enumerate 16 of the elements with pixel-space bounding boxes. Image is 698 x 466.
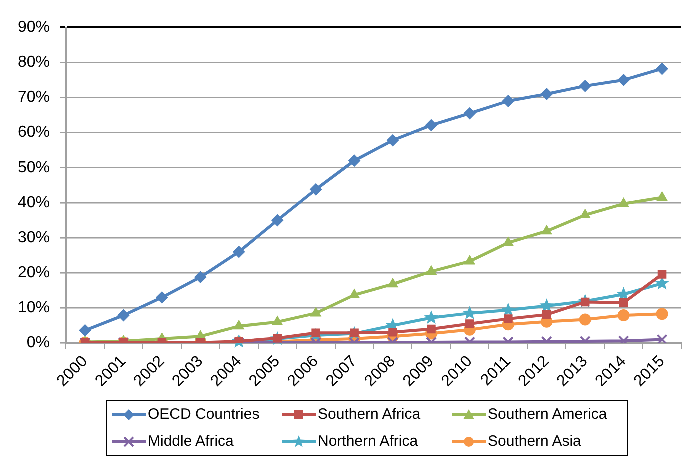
legend-label: Southern Asia xyxy=(488,433,582,450)
y-tick-label: 30% xyxy=(18,229,50,246)
y-tick-label: 10% xyxy=(18,300,50,317)
y-tick-label: 70% xyxy=(18,89,50,106)
y-tick-label: 50% xyxy=(18,159,50,176)
y-tick-label: 80% xyxy=(18,54,50,72)
y-tick-label: 0% xyxy=(26,334,50,352)
legend-label: Southern America xyxy=(488,406,608,423)
y-tick-label: 60% xyxy=(18,124,50,142)
legend-label: Middle Africa xyxy=(148,433,234,450)
legend-label: OECD Countries xyxy=(148,406,260,423)
y-tick-label: 90% xyxy=(18,19,50,36)
y-tick-label: 40% xyxy=(18,194,50,212)
y-tick-label: 20% xyxy=(18,264,50,282)
legend-label: Northern Africa xyxy=(318,433,418,450)
legend-label: Southern Africa xyxy=(318,406,421,423)
